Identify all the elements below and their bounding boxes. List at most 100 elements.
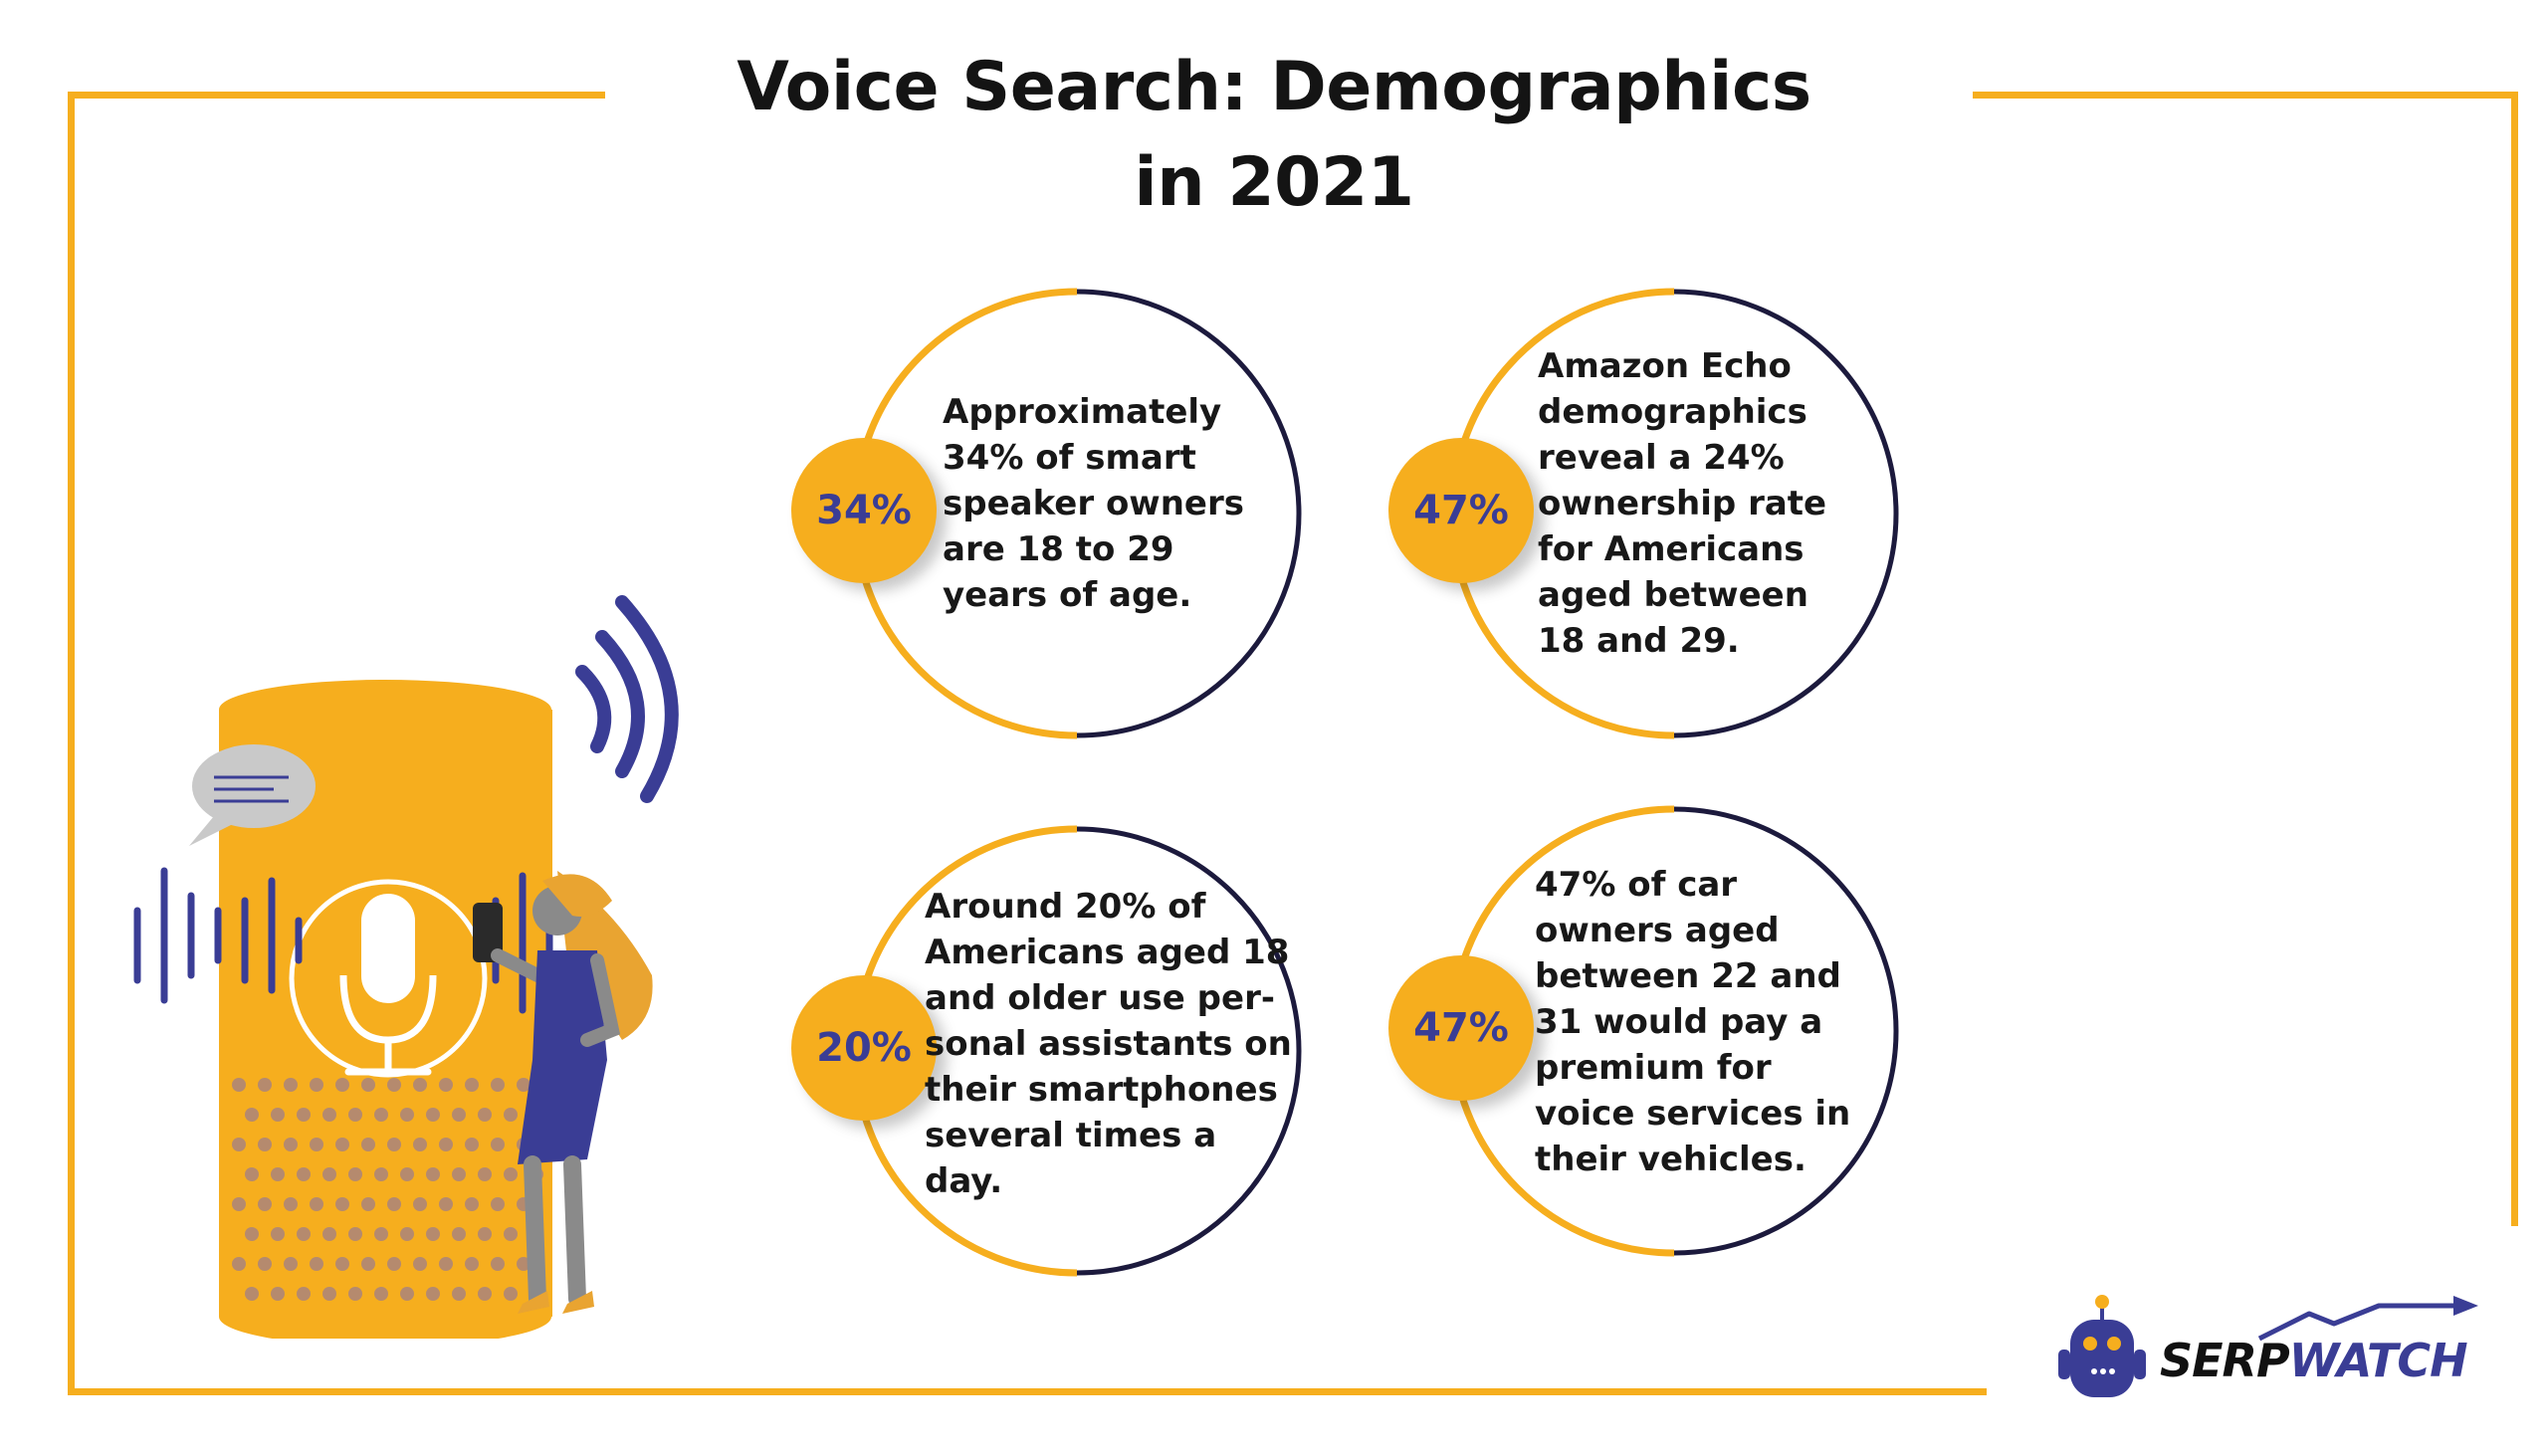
speaker-grille-dot: [245, 1167, 259, 1181]
speaker-grille-dot: [232, 1197, 246, 1211]
speaker-grille-dot: [374, 1108, 388, 1122]
logo-wordmark: SERPWATCH: [2160, 1334, 2468, 1387]
speaker-grille-dot: [361, 1138, 375, 1151]
speaker-grille-dot: [465, 1138, 479, 1151]
speaker-grille-dot: [271, 1167, 285, 1181]
speaker-grille-dot: [335, 1197, 349, 1211]
speaker-grille-dot: [387, 1257, 401, 1271]
speaker-grille-dot: [322, 1287, 336, 1301]
speaker-grille-dot: [413, 1197, 427, 1211]
speaker-grille-dot: [361, 1197, 375, 1211]
speaker-grille-dot: [504, 1167, 518, 1181]
speaker-grille-dot: [374, 1287, 388, 1301]
speaker-grille-dot: [504, 1108, 518, 1122]
trend-arrow-icon: [2257, 1296, 2478, 1342]
stat-percent-badge: 47%: [1388, 955, 1534, 1101]
woman-figure: [473, 871, 653, 1314]
speaker-grille-dot: [517, 1078, 531, 1092]
speaker-grille-dot: [258, 1138, 272, 1151]
speaker-grille-dot: [465, 1197, 479, 1211]
speaker-grille-dot: [452, 1227, 466, 1241]
speaker-grille-dot: [245, 1227, 259, 1241]
speaker-grille-dot: [297, 1167, 311, 1181]
speaker-grille-dot: [439, 1078, 453, 1092]
speaker-grille-dot: [310, 1197, 323, 1211]
speaker-grille-dot: [413, 1138, 427, 1151]
speaker-grille-dot: [517, 1257, 531, 1271]
speaker-grille-dot: [348, 1227, 362, 1241]
speaker-grille-dot: [258, 1197, 272, 1211]
speaker-grille-dot: [491, 1257, 505, 1271]
speaker-grille-dot: [426, 1167, 440, 1181]
speaker-grille-dot: [504, 1227, 518, 1241]
speaker-grille-dot: [284, 1138, 298, 1151]
frame-top-right: [1973, 92, 2518, 99]
speaker-grille-dot: [491, 1138, 505, 1151]
speaker-grille-dot: [322, 1167, 336, 1181]
speaker-grille-dot: [232, 1257, 246, 1271]
speaker-grille-dot: [258, 1257, 272, 1271]
speaker-grille-dot: [348, 1108, 362, 1122]
speaker-grille-dot: [374, 1167, 388, 1181]
speaker-grille-dot: [232, 1078, 246, 1092]
speaker-grille-dot: [245, 1108, 259, 1122]
speaker-grille-dot: [426, 1227, 440, 1241]
speaker-grille-dot: [322, 1108, 336, 1122]
stat-card: 47% Amazon Echo demographics reveal a 24…: [1383, 287, 1961, 744]
speaker-grille-dot: [400, 1108, 414, 1122]
speaker-grille-dot: [439, 1257, 453, 1271]
speaker-top: [219, 680, 551, 739]
stat-card: 34% Approximately 34% of smart speaker o…: [786, 287, 1364, 744]
speaker-grille-dot: [271, 1108, 285, 1122]
speaker-grille-dot: [258, 1078, 272, 1092]
speaker-grille-dot: [335, 1138, 349, 1151]
speaker-grille-dot: [452, 1108, 466, 1122]
speaker-grille-dot: [348, 1287, 362, 1301]
serpwatch-logo: SERPWATCH: [2050, 1294, 2488, 1413]
speaker-grille-dot: [335, 1257, 349, 1271]
speaker-grille-dot: [400, 1167, 414, 1181]
speaker-grille-dot: [297, 1108, 311, 1122]
stat-card: 20% Around 20% of Americans aged 18 and …: [786, 824, 1364, 1282]
speaker-grille-dot: [387, 1197, 401, 1211]
speaker-bottom: [219, 1287, 551, 1347]
stat-percent-badge: 20%: [791, 975, 937, 1121]
speaker-grille-dot: [400, 1227, 414, 1241]
speaker-grille-dot: [387, 1138, 401, 1151]
speaker-grille-dot: [478, 1287, 492, 1301]
speaker-grille-dot: [465, 1078, 479, 1092]
speaker-grille-dot: [478, 1167, 492, 1181]
speaker-woman-drawing: [133, 595, 679, 1347]
speaker-grille-dot: [297, 1287, 311, 1301]
speaker-grille-dot: [297, 1227, 311, 1241]
speaker-grille-dot: [491, 1078, 505, 1092]
page-title: Voice Search: Demographics in 2021: [657, 40, 1891, 231]
speaker-grille-dot: [310, 1078, 323, 1092]
stat-text: Around 20% of Americans aged 18 and olde…: [925, 887, 1292, 1201]
logo-word-watch: WATCH: [2288, 1334, 2468, 1387]
frame-left: [68, 92, 75, 1395]
microphone-icon: [289, 879, 488, 1078]
speaker-grille-dot: [465, 1257, 479, 1271]
smart-speaker-illustration: [119, 582, 737, 1347]
speaker-grille-dot: [361, 1257, 375, 1271]
stat-text: 47% of car owners aged between 22 and 31…: [1535, 865, 1851, 1179]
speaker-grille-dot: [245, 1287, 259, 1301]
stat-text: Approximately 34% of smart speaker owner…: [943, 392, 1244, 615]
logo-word-serp: SERP: [2160, 1334, 2290, 1387]
speaker-grille-dot: [426, 1108, 440, 1122]
speech-bubble-icon: [189, 744, 316, 846]
speaker-grille-dot: [400, 1287, 414, 1301]
speaker-grille-dot: [335, 1078, 349, 1092]
speaker-grille-dot: [426, 1287, 440, 1301]
speaker-grille-dot: [491, 1197, 505, 1211]
stat-card: 47% 47% of car owners aged between 22 an…: [1383, 804, 1961, 1262]
speaker-grille-dot: [452, 1287, 466, 1301]
speaker-grille-dot: [478, 1108, 492, 1122]
speaker-grille-dot: [284, 1078, 298, 1092]
speaker-grille-dot: [271, 1287, 285, 1301]
speaker-grille-dot: [271, 1227, 285, 1241]
speaker-grille-dot: [361, 1078, 375, 1092]
speaker-grille-dot: [284, 1257, 298, 1271]
speaker-grille-dot: [504, 1287, 518, 1301]
